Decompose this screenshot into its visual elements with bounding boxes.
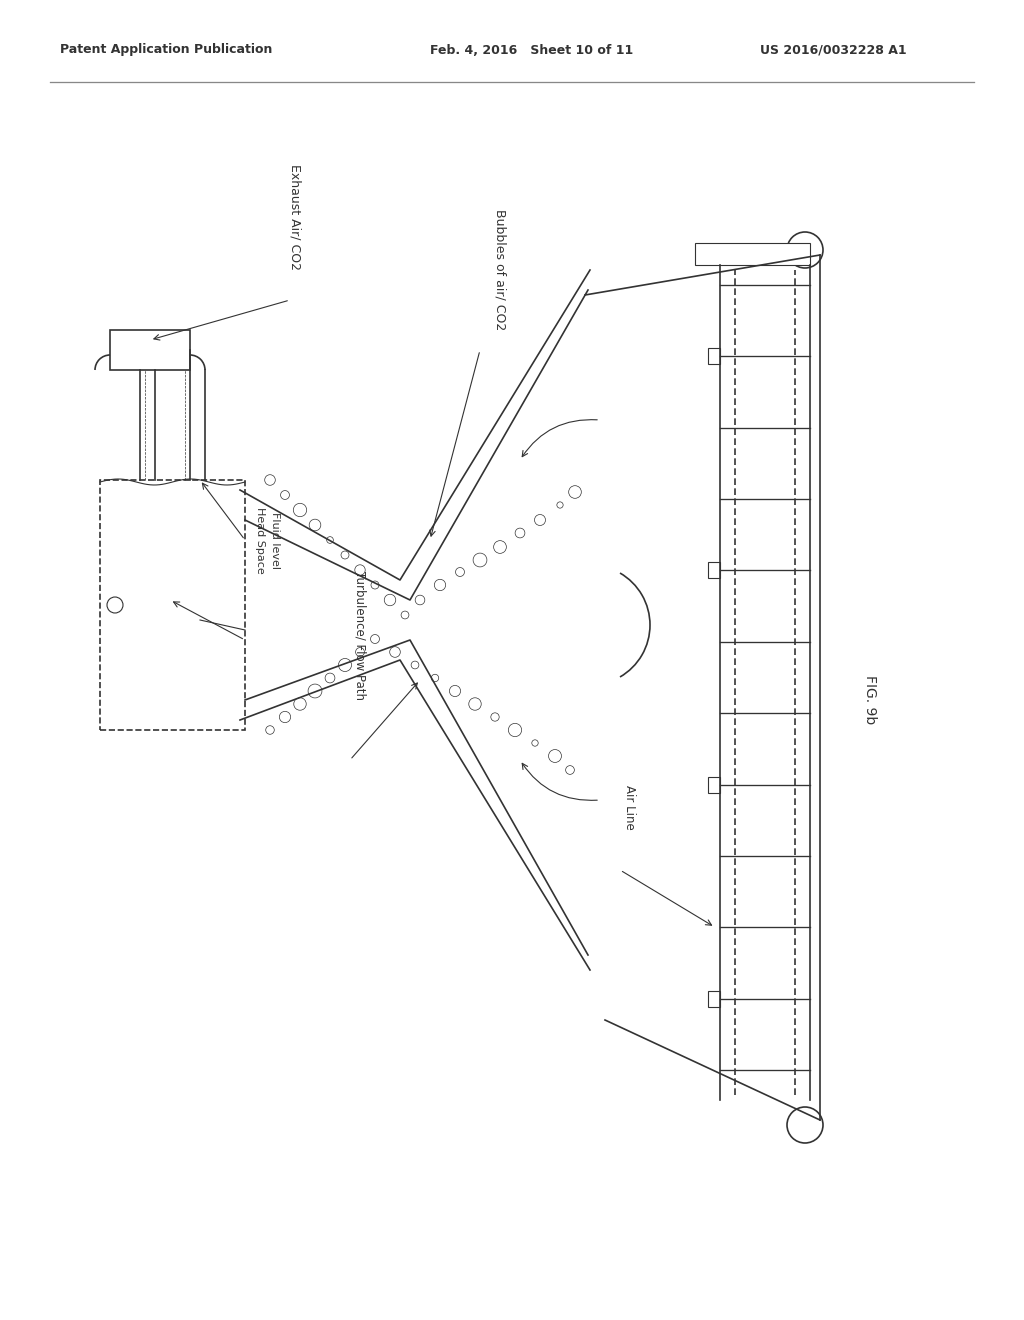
- Bar: [100, 480, 245, 730]
- Text: Fluid level: Fluid level: [270, 511, 280, 569]
- Text: US 2016/0032228 A1: US 2016/0032228 A1: [760, 44, 906, 57]
- Bar: [110, 330, 190, 370]
- Bar: [708, 990, 720, 1007]
- Text: Feb. 4, 2016   Sheet 10 of 11: Feb. 4, 2016 Sheet 10 of 11: [430, 44, 633, 57]
- Text: Patent Application Publication: Patent Application Publication: [60, 44, 272, 57]
- Bar: [708, 562, 720, 578]
- Text: Air Line: Air Line: [624, 785, 637, 830]
- Text: Bubbles of air/ CO2: Bubbles of air/ CO2: [494, 209, 507, 330]
- Text: FIG. 9b: FIG. 9b: [863, 676, 877, 725]
- Text: Exhaust Air/ CO2: Exhaust Air/ CO2: [289, 164, 301, 271]
- Text: Turbulence/ Flow Path: Turbulence/ Flow Path: [353, 572, 367, 700]
- Bar: [708, 348, 720, 364]
- Bar: [708, 776, 720, 792]
- Text: Head Space: Head Space: [255, 507, 265, 573]
- Bar: [695, 243, 810, 265]
